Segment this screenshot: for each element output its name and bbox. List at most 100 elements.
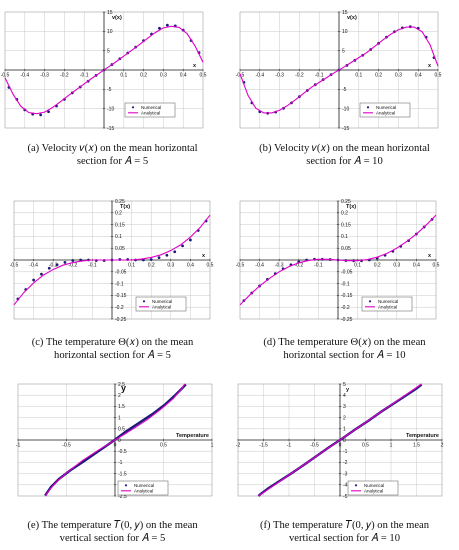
x-tick-label: -0.2	[294, 263, 303, 269]
y-tick-label: 0.25	[341, 199, 351, 205]
y-tick-label: 0.5	[118, 427, 125, 433]
tick-labels: -0.5 -0.4 -0.3 -0.2 -0.1 0.1 0.2 0.3 0.4 0.5 -0.25…	[236, 199, 440, 323]
numerical-point	[181, 244, 184, 248]
caption-e-line1: (e) The temperature 𝑇(0, 𝑦) on the mean	[27, 520, 198, 531]
y-tick-label: -15	[342, 126, 349, 132]
y-tick-label: 1	[118, 415, 121, 421]
caption-f: (f) The temperature 𝑇(0, 𝑦) on the mean …	[232, 519, 457, 545]
x-axis-label: x	[428, 63, 432, 69]
caption-f-line2: vertical section for 𝐴 = 10	[289, 533, 400, 544]
chart-panel-f: -2 -1.5 -1 -0.5 0 0.5 1 1.5 2 -5 -4 -3 -2 -1 0 1 2 3 4 5 y Te…	[236, 380, 444, 505]
numerical-point	[47, 266, 51, 270]
x-tick-label: -1.5	[259, 443, 268, 449]
legend-label-analytical: Analytical	[378, 305, 397, 310]
x-tick-label: 0.4	[180, 73, 187, 79]
x-tick-label: -0.3	[275, 73, 284, 79]
legend-label-numerical: Numerical	[378, 299, 398, 304]
legend-label-analytical: Analytical	[141, 111, 160, 116]
y-tick-label: -0.2	[115, 305, 124, 311]
y-tick-label: -0.05	[341, 270, 353, 276]
legend-box	[135, 296, 187, 312]
x-tick-label: 2	[441, 443, 444, 449]
series-analytical	[258, 383, 422, 497]
legend-box	[347, 480, 399, 496]
x-tick-label: 0	[114, 443, 117, 449]
x-tick-label: 0.4	[413, 263, 420, 269]
x-tick-label: 1	[211, 443, 214, 449]
numerical-point	[173, 250, 177, 254]
x-tick-label: 0.5	[207, 263, 214, 269]
series-analytical	[13, 214, 211, 306]
y-tick-label: -0.5	[118, 449, 127, 455]
caption-d-line1: (d) The temperature Θ(𝑥) on the mean	[263, 337, 426, 348]
y-tick-label: -2	[343, 460, 348, 466]
series-analytical	[4, 25, 204, 115]
y-tick-label: -1	[343, 449, 348, 455]
x-tick-label: -0.5	[236, 263, 245, 269]
y-tick-label: -1.5	[118, 471, 127, 477]
analytical-curve	[44, 383, 186, 497]
numerical-point	[158, 26, 161, 30]
y-tick-label: 2	[343, 415, 346, 421]
x-tick-label: 0.3	[395, 73, 402, 79]
y-tick-label: 0.15	[341, 222, 351, 228]
chart-panel-e: -1-0.500.51-2.5-2-1.5-1-0.500.511.522.5y…	[16, 380, 214, 505]
y-tick-label: 0.2	[341, 211, 348, 217]
tick-labels: -0.5 -0.4 -0.3 -0.2 -0.1 0.1 0.2 0.3 0.4 0.5 -15 -1…	[1, 10, 207, 132]
legend-box	[361, 296, 413, 312]
legend-marker-numerical	[368, 300, 372, 303]
legend-marker-numerical	[131, 106, 135, 109]
x-tick-label: 0.5	[160, 443, 167, 449]
y-tick-label: -1	[118, 460, 123, 466]
y-tick-label: -0.1	[341, 281, 350, 287]
y-tick-label: -2.5	[118, 494, 127, 500]
legend-marker-numerical	[124, 484, 128, 487]
numerical-point	[149, 258, 153, 261]
numerical-point	[157, 256, 161, 260]
legend-box	[359, 102, 411, 118]
analytical-curve	[239, 26, 439, 114]
y-tick-label: 2	[118, 393, 121, 399]
x-tick-label: 0.4	[415, 73, 422, 79]
x-tick-label: -0.1	[315, 73, 324, 79]
x-tick-label: -0.4	[255, 73, 264, 79]
numerical-point	[165, 253, 169, 257]
y-axis-label: y	[346, 387, 350, 393]
numerical-point	[32, 278, 35, 282]
x-tick-label: -0.3	[275, 263, 284, 269]
x-tick-label: -0.5	[62, 443, 71, 449]
y-tick-label: 15	[107, 10, 113, 16]
legend-label-numerical: Numerical	[376, 105, 396, 110]
y-tick-label: 3	[343, 404, 346, 410]
caption-c-line2: horizontal section for 𝐴 = 5	[54, 350, 171, 361]
y-axis-label: v(x)	[112, 15, 122, 21]
y-tick-label: 10	[107, 29, 113, 35]
x-tick-label: -0.4	[29, 263, 38, 269]
x-tick-label: -1	[287, 443, 292, 449]
legend-marker-numerical	[142, 300, 146, 303]
x-tick-label: 0.3	[167, 263, 174, 269]
temperature-horizontal-chart-a5: -0.5 -0.4 -0.3 -0.2 -0.1 0.1 0.2 0.3 0.4 0.5 -0.25…	[10, 199, 214, 323]
x-tick-label: -1	[16, 443, 21, 449]
temperature-horizontal-chart-a10: -0.5 -0.4 -0.3 -0.2 -0.1 0.1 0.2 0.3 0.4 0.5 -0.25…	[236, 199, 440, 323]
x-tick-label: -0.5	[1, 73, 10, 79]
y-tick-label: -0.1	[115, 281, 124, 287]
x-tick-label: -0.2	[68, 263, 77, 269]
x-tick-label: -0.2	[60, 73, 69, 79]
caption-d-line2: horizontal section for 𝐴 = 10	[283, 350, 406, 361]
chart-panel-b: -0.5 -0.4 -0.3 -0.2 -0.1 0.1 0.2 0.3 0.4 0.5 -15 -1…	[236, 6, 442, 132]
y-tick-label: -5	[342, 87, 347, 93]
caption-c-line1: (c) The temperature Θ(𝑥) on the mean	[31, 337, 194, 348]
x-tick-label: 0.1	[354, 263, 361, 269]
y-tick-label: 0.1	[341, 234, 348, 240]
y-axis-label: v(x)	[347, 15, 357, 21]
numerical-point	[165, 23, 169, 27]
x-tick-label: -0.5	[310, 443, 319, 449]
y-tick-label: -0.05	[115, 270, 127, 276]
velocity-chart-a5: -0.5 -0.4 -0.3 -0.2 -0.1 0.1 0.2 0.3 0.4 0.5 -15 -1…	[1, 10, 207, 132]
y-tick-label: 15	[342, 10, 348, 16]
y-tick-label: -0.15	[341, 293, 353, 299]
